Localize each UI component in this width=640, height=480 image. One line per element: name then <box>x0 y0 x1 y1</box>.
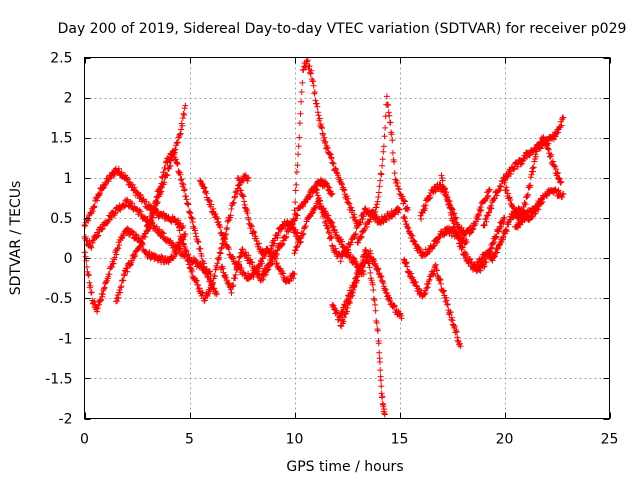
y-tick-label: -0.5 <box>45 291 72 307</box>
series-arc-4 <box>113 102 189 305</box>
axis-ticks <box>84 57 611 420</box>
point-marks <box>144 148 220 298</box>
series-arc-15 <box>337 246 388 418</box>
x-tick-label: 5 <box>185 432 194 448</box>
y-tick-label: 2.5 <box>50 51 72 67</box>
series-arc-9 <box>234 175 304 259</box>
series-arc-10 <box>260 176 336 283</box>
point-marks <box>260 176 336 283</box>
point-marks <box>512 186 567 231</box>
x-tick-label: 0 <box>80 432 89 448</box>
point-marks <box>400 256 464 350</box>
point-marks <box>291 57 361 229</box>
series-arc-11 <box>291 57 361 229</box>
point-marks <box>337 246 388 418</box>
data-points <box>81 57 567 418</box>
point-marks <box>501 134 565 222</box>
series-arc-23 <box>501 134 565 222</box>
chart-title: Day 200 of 2019, Sidereal Day-to-day VTE… <box>58 21 627 37</box>
x-tick-labels: 0 5 10 15 20 25 <box>80 432 618 448</box>
y-tick-label: 1.5 <box>50 131 72 147</box>
series-arc-5 <box>144 148 220 298</box>
y-tick-label: 0 <box>64 251 73 267</box>
series-arc-18 <box>400 256 464 350</box>
y-tick-label: 1 <box>64 171 73 187</box>
series-arc-16 <box>354 93 411 246</box>
x-tick-label: 15 <box>391 432 409 448</box>
y-axis-title: SDTVAR / TECUs <box>8 181 24 296</box>
x-axis-title: GPS time / hours <box>286 459 403 475</box>
y-tick-labels: -2 -1.5 -1 -0.5 0 0.5 1 1.5 2 2.5 <box>45 51 72 428</box>
x-tick-label: 20 <box>496 432 514 448</box>
point-marks <box>113 102 189 305</box>
y-tick-label: -1 <box>59 331 73 347</box>
x-tick-label: 10 <box>286 432 304 448</box>
y-tick-label: 0.5 <box>50 211 72 227</box>
plot-frame <box>84 57 610 419</box>
y-tick-label: -1.5 <box>45 371 72 387</box>
point-marks <box>234 175 304 259</box>
y-tick-label: -2 <box>59 412 73 428</box>
y-tick-label: 2 <box>64 91 73 107</box>
x-tick-label: 25 <box>601 432 619 448</box>
series-arc-24 <box>512 186 567 231</box>
point-marks <box>354 93 411 246</box>
